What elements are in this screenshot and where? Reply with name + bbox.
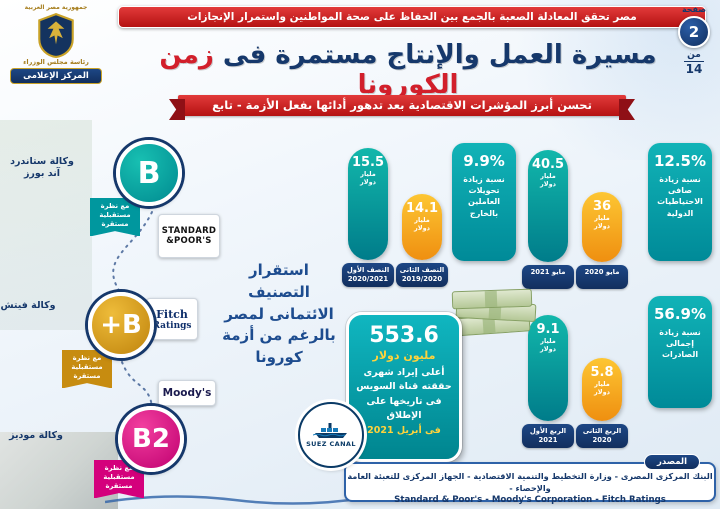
bar-value: 14.1 — [405, 201, 439, 216]
agency-name-moodys: وكالة موديز — [9, 430, 63, 441]
bar-unit: مليار دولار — [540, 172, 556, 188]
suez-logo-text: SUEZ CANAL — [306, 440, 356, 448]
credit-rating-headline: استقرار التصنيف الائتمانى لمصر بالرغم من… — [222, 261, 336, 366]
bar-period-label: الربع الثانى 2020 — [576, 424, 628, 449]
agency-name-fitch: وكالة فيتش — [0, 300, 56, 311]
suez-revenue-card: 553.6 مليون دولار أعلى إيراد شهرى حققته … — [346, 312, 462, 462]
page-of-label: من — [687, 50, 701, 60]
pct-label: نسبة زيادة تحويلات العاملين بالخارج — [463, 175, 505, 218]
suez-revenue-desc: أعلى إيراد شهرى حققته قناة السويس فى تار… — [356, 367, 452, 421]
page-indicator: صفحة 2 من 14 — [676, 5, 712, 76]
fitch-logo-badge: Fitch Ratings — [146, 298, 198, 340]
bar-unit: مليار دولار — [540, 337, 556, 353]
background-photo-left — [0, 120, 92, 330]
sp-logo-badge: STANDARD &POOR'S — [158, 214, 220, 258]
bar-period-label: مايو 2020 — [576, 265, 628, 289]
bottom-wave-decoration — [105, 495, 365, 505]
rating-grade-fitch: B+ — [88, 292, 154, 358]
bar-value: 40.5 — [531, 157, 565, 172]
bar-unit: مليار دولار — [594, 214, 610, 230]
ship-icon — [313, 423, 347, 438]
bar-period-label: مايو 2021 — [522, 265, 574, 289]
bar-reserves-2021: 40.5 مليار دولار — [528, 150, 568, 262]
moodys-logo-badge: Moody's — [158, 380, 216, 406]
logo-arc-text: جمهورية مصر العربية — [24, 4, 88, 11]
outlook-ribbon-fitch: مع نظرة مستقبلية مستقرة — [62, 350, 112, 389]
source-box: المصدر البنك المركزى المصرى - وزارة التخ… — [344, 454, 716, 505]
pct-value: 9.9% — [463, 152, 505, 170]
bar-unit: مليار دولار — [414, 216, 430, 232]
bar-value: 15.5 — [351, 155, 385, 170]
bar-value: 5.8 — [590, 365, 614, 380]
suez-revenue-value: 553.6 — [369, 323, 439, 348]
suez-canal-logo: SUEZ CANAL — [298, 402, 364, 468]
rating-grade-moodys: B2 — [118, 406, 184, 472]
pct-value: 12.5% — [653, 152, 707, 170]
media-center-logo: جمهورية مصر العربية رئاسة مجلس الوزراء ا… — [10, 4, 102, 108]
bar-unit: مليار دولار — [594, 380, 610, 396]
pct-badge-remittances: 9.9% نسبة زيادة تحويلات العاملين بالخارج — [452, 143, 516, 261]
bar-exports-2020: 5.8 مليار دولار — [582, 358, 622, 421]
suez-revenue-unit: مليون دولار — [372, 349, 436, 362]
source-line1: البنك المركزى المصرى - وزارة التخطيط وال… — [347, 471, 713, 494]
page-title-main: مسيرة العمل والإنتاج مستمرة فى — [213, 40, 657, 70]
sp-logo-line2: &POOR'S — [166, 236, 212, 246]
bar-remittances-2020: 14.1 مليار دولار — [402, 194, 442, 260]
logo-gov-text: رئاسة مجلس الوزراء — [23, 58, 89, 66]
pct-value: 56.9% — [653, 305, 707, 323]
fitch-logo-line2: Ratings — [152, 320, 192, 331]
bar-period-label: النصف الأول 2020/2021 — [342, 263, 394, 288]
suez-revenue-date: فى أبريل 2021 — [367, 425, 441, 436]
page-total: 14 — [684, 61, 704, 76]
page-word: صفحة — [681, 5, 707, 14]
bar-reserves-2020: 36 مليار دولار — [582, 192, 622, 262]
subtitle-ribbon: تحسن أبرز المؤشرات الاقتصادية بعد تدهور … — [178, 95, 626, 116]
bar-period-label: الربع الأول 2021 — [522, 424, 574, 449]
eagle-emblem-icon — [34, 12, 78, 59]
outlook-ribbon-sp: مع نظرة مستقبلية مستقرة — [90, 198, 140, 237]
bar-remittances-2021: 15.5 مليار دولار — [348, 148, 388, 260]
bar-period-label: النصف الثانى 2019/2020 — [396, 263, 448, 288]
agency-name-sp: وكالة ستاندرد آند بورز — [10, 156, 74, 180]
bar-value: 9.1 — [536, 322, 560, 337]
bar-value: 36 — [592, 199, 612, 214]
pct-badge-exports: 56.9% نسبة زيادة إجمالى الصادرات — [648, 296, 712, 408]
dollar-bills-image — [449, 288, 537, 346]
rating-grade-sp: B — [116, 140, 182, 206]
bar-exports-2021: 9.1 مليار دولار — [528, 315, 568, 421]
pct-label: نسبة زيادة صافى الاحتياطيات الدولية — [657, 175, 703, 218]
page-number-badge: 2 — [678, 16, 710, 48]
page-title: مسيرة العمل والإنتاج مستمرة فى زمن الكور… — [108, 40, 708, 100]
bar-unit: مليار دولار — [360, 170, 376, 186]
sp-logo-line1: STANDARD — [161, 226, 217, 236]
source-tab: المصدر — [644, 454, 700, 470]
top-banner: مصر تحقق المعادلة الصعبة بالجمع بين الحف… — [118, 6, 706, 28]
fitch-logo-line1: Fitch — [156, 307, 188, 321]
pct-label: نسبة زيادة إجمالى الصادرات — [659, 328, 701, 360]
logo-title: المركز الإعلامى — [10, 68, 102, 84]
pct-badge-reserves: 12.5% نسبة زيادة صافى الاحتياطيات الدولي… — [648, 143, 712, 261]
source-line2: Standard & Poor's - Moody's Corporation … — [394, 494, 666, 505]
